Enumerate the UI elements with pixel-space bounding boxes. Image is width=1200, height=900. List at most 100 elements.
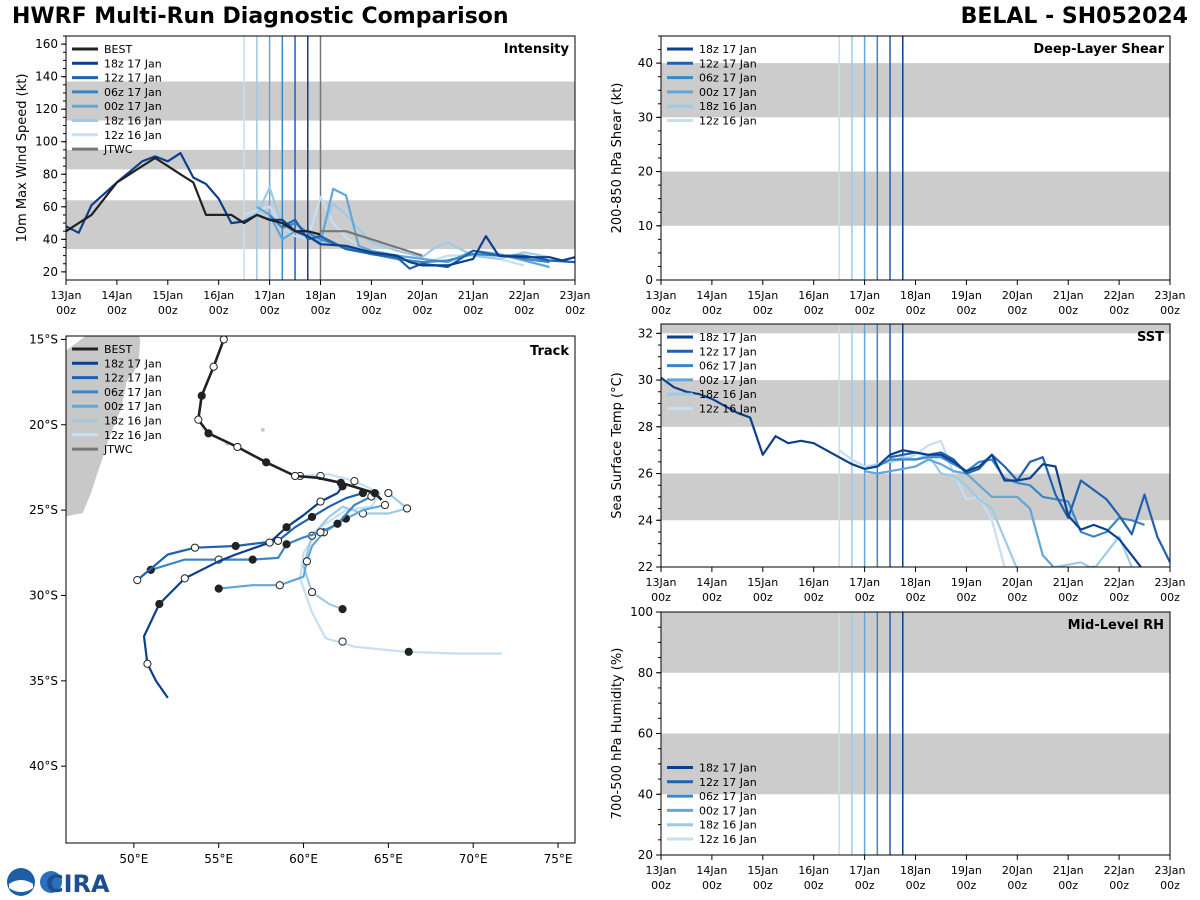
rh-legend-label: 00z 17 Jan xyxy=(699,804,757,817)
track-legend-label: 18z 17 Jan xyxy=(104,357,162,370)
rh-x-tick-hour: 00z xyxy=(753,879,773,892)
shear-plot-area xyxy=(661,36,1170,280)
intensity-series-jtwc xyxy=(320,230,423,257)
track-point-18z-17-jan xyxy=(180,574,189,583)
shear-x-tick-day: 20Jan xyxy=(1002,289,1033,302)
sst-x-tick-hour: 00z xyxy=(1007,591,1027,604)
globe-icon xyxy=(40,871,62,893)
track-y-tick-label: 15°S xyxy=(29,332,58,346)
mauritius-island xyxy=(260,427,265,432)
track-point-00z-17-jan xyxy=(275,581,284,590)
cira-logo: CIRA xyxy=(7,868,110,898)
intensity-legend-label: 12z 16 Jan xyxy=(104,129,162,142)
track-point-best xyxy=(233,442,242,452)
rh-x-tick-hour: 00z xyxy=(1058,879,1078,892)
track-y-tick-label: 40°S xyxy=(29,759,58,773)
shear-y-tick-label: 40 xyxy=(638,56,653,70)
intensity-x-tick-hour: 00z xyxy=(311,304,331,317)
intensity-x-tick-day: 16Jan xyxy=(203,289,234,302)
rh-threshold-band xyxy=(661,733,1170,795)
intensity-x-tick-hour: 00z xyxy=(56,304,76,317)
track-x-tick-label: 65°E xyxy=(374,852,403,866)
track-point-best xyxy=(204,429,213,438)
sst-x-tick-day: 16Jan xyxy=(798,576,829,589)
sst-y-axis-label: Sea Surface Temp (°C) xyxy=(610,372,625,519)
intensity-x-tick-day: 21Jan xyxy=(458,289,489,302)
intensity-x-tick-day: 23Jan xyxy=(560,289,591,302)
track-point-best xyxy=(219,336,228,344)
shear-y-axis-label: 200-850 hPa Shear (kt) xyxy=(610,83,625,234)
track-point-00z-17-jan xyxy=(214,584,223,593)
track-point-06z-17-jan xyxy=(282,540,291,549)
intensity-x-tick-hour: 00z xyxy=(463,304,483,317)
track-x-tick-label: 55°E xyxy=(204,852,233,866)
rh-x-tick-day: 14Jan xyxy=(696,864,727,877)
sst-x-tick-day: 18Jan xyxy=(900,576,931,589)
intensity-panel: 20 40 60 80 100 120 140 160 13Jan 00z 14Jan 00z 15Ja… xyxy=(15,35,591,317)
rh-panel: 20 40 60 80 100 13Jan 00z 14Jan 00z 15Jan 00z 16Jan… xyxy=(610,605,1185,892)
intensity-x-tick-hour: 00z xyxy=(158,304,178,317)
track-point-06z-17-jan xyxy=(333,519,342,528)
track-point-12z-17-jan xyxy=(307,512,317,522)
intensity-legend-label: JTWC xyxy=(103,143,133,156)
rh-x-tick-hour: 00z xyxy=(804,879,824,892)
track-point-00z-17-jan xyxy=(302,557,312,566)
shear-legend-label: 18z 16 Jan xyxy=(699,100,757,113)
sst-x-tick-day: 14Jan xyxy=(696,576,727,589)
rh-x-tick-day: 20Jan xyxy=(1002,864,1033,877)
sst-series-18z-17-jan xyxy=(661,376,1143,567)
noaa-wave-icon xyxy=(9,880,33,892)
track-point-best xyxy=(197,391,206,400)
intensity-y-tick-label: 20 xyxy=(43,265,58,279)
shear-x-tick-hour: 00z xyxy=(855,304,875,317)
sst-legend-label: 06z 17 Jan xyxy=(699,360,757,373)
shear-x-tick-day: 13Jan xyxy=(646,289,677,302)
sst-threshold-band xyxy=(661,473,1170,521)
sst-x-tick-day: 15Jan xyxy=(747,576,778,589)
shear-x-tick-day: 14Jan xyxy=(696,289,727,302)
track-legend-label: 00z 17 Jan xyxy=(104,400,162,413)
rh-panel-title: Mid-Level RH xyxy=(1068,618,1164,633)
shear-x-tick-day: 22Jan xyxy=(1104,289,1135,302)
intensity-plot-area xyxy=(66,36,575,280)
shear-x-tick-hour: 00z xyxy=(1007,304,1027,317)
track-y-tick-label: 20°S xyxy=(29,418,58,432)
sst-panel: 22 24 26 28 30 32 13Jan 00z 14Jan 00z 15Jan 00z 16Ja… xyxy=(610,323,1185,604)
track-legend-label: BEST xyxy=(104,343,132,356)
intensity-y-tick-label: 120 xyxy=(35,102,58,116)
rh-y-tick-label: 100 xyxy=(630,605,653,619)
rh-x-tick-day: 22Jan xyxy=(1104,864,1135,877)
rh-x-tick-hour: 00z xyxy=(651,879,671,892)
track-point-18z-17-jan xyxy=(316,497,325,506)
track-point-12z-17-jan xyxy=(190,543,200,552)
intensity-y-tick-label: 140 xyxy=(35,70,58,84)
shear-x-tick-hour: 00z xyxy=(702,304,722,317)
track-point-18z-17-jan xyxy=(143,659,152,668)
shear-threshold-band xyxy=(661,171,1170,226)
intensity-x-tick-day: 13Jan xyxy=(51,289,82,302)
track-x-tick-label: 70°E xyxy=(459,852,488,866)
intensity-legend-label: 06z 17 Jan xyxy=(104,86,162,99)
shear-y-tick-label: 10 xyxy=(638,219,653,233)
rh-legend-label: 18z 17 Jan xyxy=(699,762,757,775)
track-point-12z-16-jan xyxy=(338,637,347,646)
track-legend-label: 18z 16 Jan xyxy=(104,415,162,428)
intensity-series-best xyxy=(66,156,321,236)
intensity-y-axis-label: 10m Max Wind Speed (kt) xyxy=(15,74,30,243)
track-point-12z-17-jan xyxy=(231,541,240,551)
track-point-00z-17-jan xyxy=(380,500,390,510)
track-panel-title: Track xyxy=(530,344,569,359)
track-point-12z-16-jan xyxy=(404,647,413,656)
track-point-18z-16-jan xyxy=(402,504,412,513)
intensity-legend-label: BEST xyxy=(104,43,132,56)
intensity-x-tick-day: 15Jan xyxy=(152,289,183,302)
rh-legend-label: 12z 17 Jan xyxy=(699,776,757,789)
track-point-best xyxy=(336,478,345,487)
sst-y-tick-label: 32 xyxy=(638,326,653,340)
intensity-x-tick-hour: 00z xyxy=(514,304,534,317)
